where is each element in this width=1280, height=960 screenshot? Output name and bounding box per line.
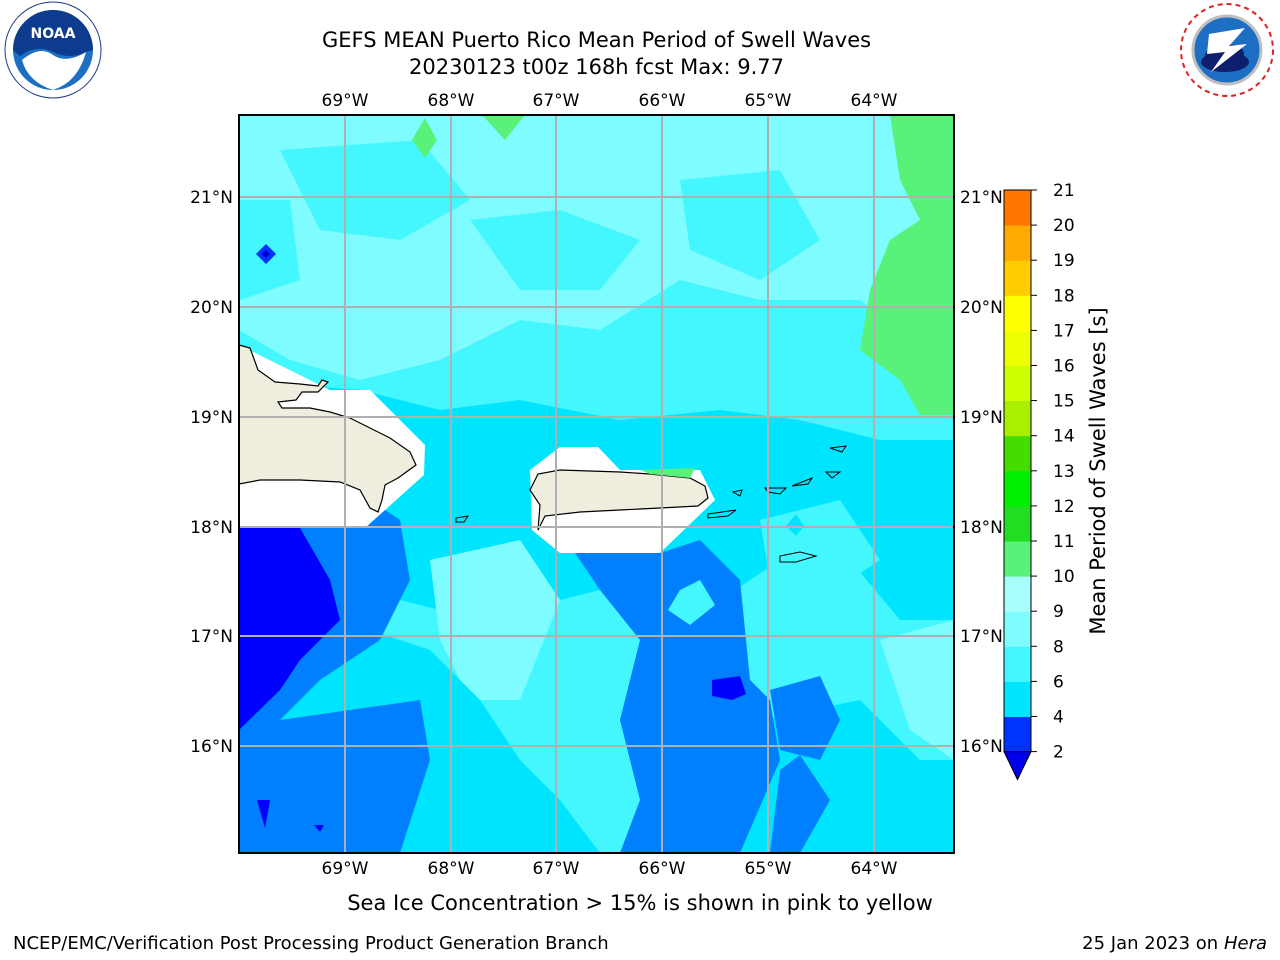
footer-host: Hera xyxy=(1223,933,1267,954)
lon-label: 68°W xyxy=(428,859,475,879)
lat-labels-left: 21°N 20°N 19°N 18°N 17°N 16°N xyxy=(190,188,233,757)
colorbar-label: Mean Period of Swell Waves [s] xyxy=(1086,307,1110,634)
lon-label: 69°W xyxy=(322,91,369,111)
lon-label: 69°W xyxy=(322,859,369,879)
lat-label: 16°N xyxy=(190,737,233,757)
colorbar-tick-label: 15 xyxy=(1053,392,1075,412)
colorbar-tick-label: 17 xyxy=(1053,321,1075,341)
colorbar-segment xyxy=(1004,505,1031,542)
lon-label: 64°W xyxy=(851,859,898,879)
colorbar-segment xyxy=(1004,470,1031,507)
colorbar-segment xyxy=(1004,190,1031,226)
lat-label: 19°N xyxy=(190,408,233,428)
colorbar-segment xyxy=(1004,541,1031,577)
lat-label: 17°N xyxy=(960,627,1003,647)
map-frame xyxy=(238,114,955,854)
footer-date: 25 Jan 2023 on Hera xyxy=(1082,933,1267,954)
colorbar: 2 4 6 8 9 10 11 12 13 14 15 16 17 18 19 20 21 xyxy=(1003,181,1075,781)
colorbar-tick-label: 6 xyxy=(1053,672,1064,692)
noaa-logo-text: NOAA xyxy=(31,26,76,42)
map-title-line1: GEFS MEAN Puerto Rico Mean Period of Swe… xyxy=(321,28,872,52)
lat-label: 20°N xyxy=(190,298,233,318)
map-title-line2: 20230123 t00z 168h fcst Max: 9.77 xyxy=(409,55,784,79)
colorbar-tick-label: 14 xyxy=(1053,427,1075,447)
lon-labels-top: 69°W 68°W 67°W 66°W 65°W 64°W xyxy=(322,91,898,111)
lat-label: 21°N xyxy=(960,188,1003,208)
noaa-logo: NOAA xyxy=(4,1,102,99)
colorbar-tick-label: 8 xyxy=(1053,637,1064,657)
colorbar-segment xyxy=(1004,716,1031,753)
colorbar-tick-label: 19 xyxy=(1053,251,1075,271)
lat-label: 21°N xyxy=(190,188,233,208)
lon-label: 66°W xyxy=(639,859,686,879)
lat-labels-right: 21°N 20°N 19°N 18°N 17°N 16°N xyxy=(960,188,1003,757)
lon-label: 67°W xyxy=(533,859,580,879)
colorbar-tick-label: 11 xyxy=(1053,532,1075,552)
graticule xyxy=(239,115,954,853)
colorbar-segment xyxy=(1004,646,1031,682)
footer-date-text: 25 Jan 2023 on xyxy=(1082,933,1224,954)
colorbar-segment xyxy=(1004,260,1031,296)
colorbar-segment xyxy=(1004,681,1031,717)
lat-label: 17°N xyxy=(190,627,233,647)
colorbar-segment xyxy=(1004,576,1031,612)
lat-label: 19°N xyxy=(960,408,1003,428)
lat-label: 16°N xyxy=(960,737,1003,757)
sea-ice-caption: Sea Ice Concentration > 15% is shown in … xyxy=(347,891,933,915)
colorbar-tick-label: 21 xyxy=(1053,181,1075,201)
colorbar-tick-label: 16 xyxy=(1053,357,1075,377)
colorbar-segment xyxy=(1004,400,1031,437)
colorbar-segment xyxy=(1004,365,1031,402)
colorbar-under-arrow xyxy=(1003,751,1032,781)
colorbar-tick-label: 10 xyxy=(1053,567,1075,587)
lon-label: 66°W xyxy=(639,91,686,111)
lon-label: 65°W xyxy=(745,859,792,879)
colorbar-segment xyxy=(1004,611,1031,647)
colorbar-segment xyxy=(1004,330,1031,366)
lon-label: 64°W xyxy=(851,91,898,111)
colorbar-tick-label: 12 xyxy=(1053,497,1075,517)
colorbar-segment xyxy=(1004,225,1031,261)
footer-credit: NCEP/EMC/Verification Post Processing Pr… xyxy=(13,933,609,954)
lon-label: 67°W xyxy=(533,91,580,111)
lon-label: 68°W xyxy=(428,91,475,111)
colorbar-tick-label: 13 xyxy=(1053,462,1075,482)
colorbar-tick-label: 4 xyxy=(1053,708,1064,728)
lon-label: 65°W xyxy=(745,91,792,111)
nws-logo xyxy=(1179,2,1275,98)
colorbar-segment xyxy=(1004,295,1031,331)
swell-period-contours xyxy=(239,115,954,853)
colorbar-tick-label: 9 xyxy=(1053,602,1064,622)
lat-label: 18°N xyxy=(960,518,1003,538)
lat-label: 20°N xyxy=(960,298,1003,318)
colorbar-tick-label: 2 xyxy=(1053,743,1064,763)
colorbar-segment xyxy=(1004,435,1031,472)
lon-labels-bottom: 69°W 68°W 67°W 66°W 65°W 64°W xyxy=(322,859,898,879)
colorbar-tick-label: 20 xyxy=(1053,216,1075,236)
lat-label: 18°N xyxy=(190,518,233,538)
colorbar-tick-label: 18 xyxy=(1053,286,1075,306)
